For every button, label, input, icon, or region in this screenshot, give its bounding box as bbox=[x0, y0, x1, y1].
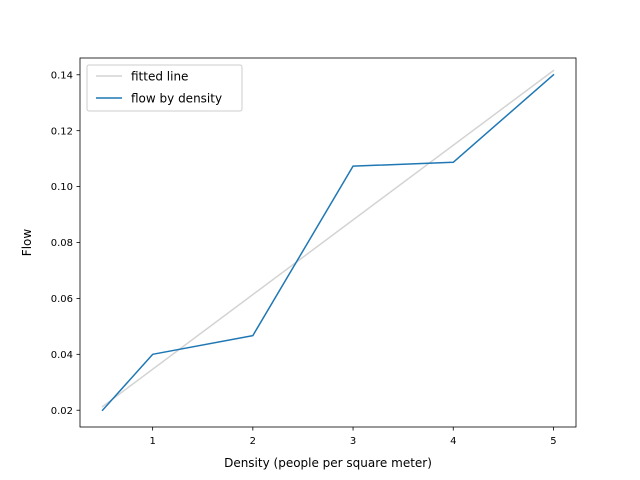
x-tick-label: 5 bbox=[550, 436, 556, 447]
y-tick-label: 0.02 bbox=[51, 406, 73, 417]
legend: fitted line flow by density bbox=[86, 64, 243, 112]
y-tick-label: 0.12 bbox=[51, 126, 73, 137]
y-tick-label: 0.06 bbox=[51, 294, 73, 305]
legend-frame bbox=[86, 64, 243, 112]
y-tick-label: 0.04 bbox=[51, 350, 73, 361]
legend-label-flow-by-density: flow by density bbox=[131, 92, 222, 106]
y-axis-ticks: 0.02 0.04 0.06 0.08 0.10 0.12 0.14 bbox=[51, 70, 80, 417]
series-line-fitted-line bbox=[101, 69, 555, 408]
y-tick-label: 0.10 bbox=[51, 182, 73, 193]
plot-area: 1 2 3 4 5 0.02 0.04 0.06 0.08 0.10 0.12 0.14 bbox=[51, 57, 577, 447]
series-layer bbox=[101, 69, 555, 412]
y-axis-label: Flow bbox=[20, 229, 34, 257]
x-tick-label: 3 bbox=[350, 436, 356, 447]
legend-label-fitted-line: fitted line bbox=[131, 70, 188, 84]
y-tick-label: 0.14 bbox=[51, 70, 73, 81]
x-tick-label: 2 bbox=[250, 436, 256, 447]
series-line-flow-by-density bbox=[101, 73, 555, 412]
x-axis-label: Density (people per square meter) bbox=[224, 456, 432, 470]
x-axis-ticks: 1 2 3 4 5 bbox=[149, 427, 557, 447]
x-tick-label: 1 bbox=[149, 436, 155, 447]
y-tick-label: 0.08 bbox=[51, 238, 73, 249]
x-tick-label: 4 bbox=[450, 436, 456, 447]
